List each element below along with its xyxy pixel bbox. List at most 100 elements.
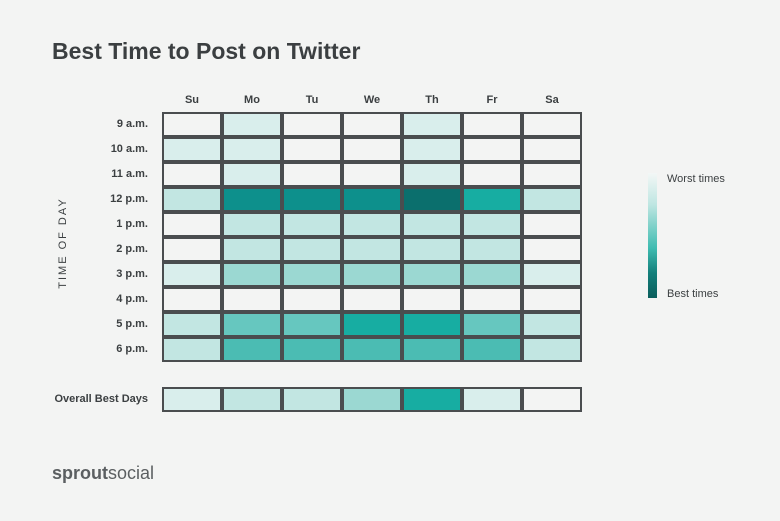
time-label: 1 p.m. (116, 218, 148, 230)
heatmap-cell (462, 187, 522, 212)
heatmap-cell (342, 137, 402, 162)
heatmap-cell (462, 137, 522, 162)
heatmap-cell (282, 312, 342, 337)
heatmap-cell (222, 262, 282, 287)
overall-best-days-label: Overall Best Days (54, 393, 148, 405)
heatmap-cell (162, 262, 222, 287)
heatmap-cell (402, 162, 462, 187)
heatmap-cell (402, 212, 462, 237)
heatmap-cell (402, 187, 462, 212)
legend-best-label: Best times (667, 288, 719, 300)
time-label: 6 p.m. (116, 343, 148, 355)
heatmap-cell (462, 162, 522, 187)
heatmap-cell (282, 137, 342, 162)
y-axis-title: TIME OF DAY (57, 197, 69, 289)
heatmap-cell (342, 212, 402, 237)
heatmap-cell (462, 237, 522, 262)
heatmap-cell (522, 187, 582, 212)
heatmap-cell (282, 337, 342, 362)
heatmap-cell (342, 287, 402, 312)
heatmap-cell (162, 137, 222, 162)
heatmap-cell (222, 287, 282, 312)
time-label: 3 p.m. (116, 268, 148, 280)
overall-day-cell (522, 387, 582, 412)
heatmap-cell (162, 287, 222, 312)
overall-day-cell (342, 387, 402, 412)
heatmap-cell (162, 212, 222, 237)
time-label: 4 p.m. (116, 293, 148, 305)
heatmap-cell (402, 312, 462, 337)
heatmap-cell (402, 262, 462, 287)
heatmap-cell (282, 212, 342, 237)
heatmap-cell (222, 137, 282, 162)
heatmap-cell (522, 162, 582, 187)
heatmap-cell (402, 112, 462, 137)
heatmap-cell (282, 262, 342, 287)
heatmap-cell (162, 237, 222, 262)
chart-title: Best Time to Post on Twitter (52, 38, 361, 64)
overall-day-cell (282, 387, 342, 412)
heatmap-cell (222, 212, 282, 237)
heatmap-cell (522, 312, 582, 337)
heatmap-cell (162, 112, 222, 137)
heatmap-cell (522, 337, 582, 362)
heatmap-cell (462, 262, 522, 287)
legend-worst-label: Worst times (667, 173, 725, 185)
heatmap-cell (342, 337, 402, 362)
heatmap-cell (462, 112, 522, 137)
day-label-su: Su (184, 94, 200, 106)
heatmap-cell (222, 312, 282, 337)
day-label-fr: Fr (486, 94, 498, 106)
day-label-we: We (363, 94, 381, 106)
legend-gradient-bar (648, 173, 657, 298)
heatmap-cell (402, 287, 462, 312)
heatmap-cell (342, 162, 402, 187)
heatmap-cell (282, 237, 342, 262)
day-label-th: Th (425, 94, 439, 106)
heatmap-cell (342, 237, 402, 262)
heatmap-cell (162, 187, 222, 212)
heatmap-cell (222, 337, 282, 362)
heatmap-cell (342, 187, 402, 212)
day-label-sa: Sa (545, 94, 559, 106)
heatmap-cell (282, 162, 342, 187)
heatmap-cell (222, 237, 282, 262)
time-label: 11 a.m. (111, 168, 148, 180)
heatmap-cell (282, 287, 342, 312)
heatmap-cell (342, 262, 402, 287)
heatmap-cell (402, 137, 462, 162)
day-label-mo: Mo (244, 94, 260, 106)
overall-day-cell (162, 387, 222, 412)
heatmap-cell (162, 312, 222, 337)
overall-day-cell (462, 387, 522, 412)
time-label: 5 p.m. (116, 318, 148, 330)
heatmap-cell (162, 162, 222, 187)
heatmap-cell (282, 187, 342, 212)
heatmap-cell (402, 337, 462, 362)
heatmap-cell (342, 112, 402, 137)
heatmap-cell (282, 112, 342, 137)
heatmap-cell (162, 337, 222, 362)
sproutsocial-logo: sproutsocial (52, 463, 155, 483)
time-label: 9 a.m. (116, 118, 148, 130)
heatmap-cell (522, 137, 582, 162)
heatmap-cell (222, 162, 282, 187)
heatmap-cell (522, 112, 582, 137)
heatmap-cell (462, 212, 522, 237)
heatmap-cell (222, 187, 282, 212)
overall-day-cell (402, 387, 462, 412)
overall-day-cell (222, 387, 282, 412)
time-label: 12 p.m. (110, 193, 148, 205)
heatmap-cell (462, 312, 522, 337)
heatmap-cell (222, 112, 282, 137)
day-label-tu: Tu (305, 94, 319, 106)
heatmap-cell (462, 337, 522, 362)
heatmap-cell (522, 262, 582, 287)
heatmap-cell (402, 237, 462, 262)
heatmap-cell (522, 237, 582, 262)
time-label: 2 p.m. (116, 243, 148, 255)
heatmap-cell (522, 212, 582, 237)
heatmap-cell (342, 312, 402, 337)
time-label: 10 a.m. (110, 143, 148, 155)
heatmap-cell (522, 287, 582, 312)
